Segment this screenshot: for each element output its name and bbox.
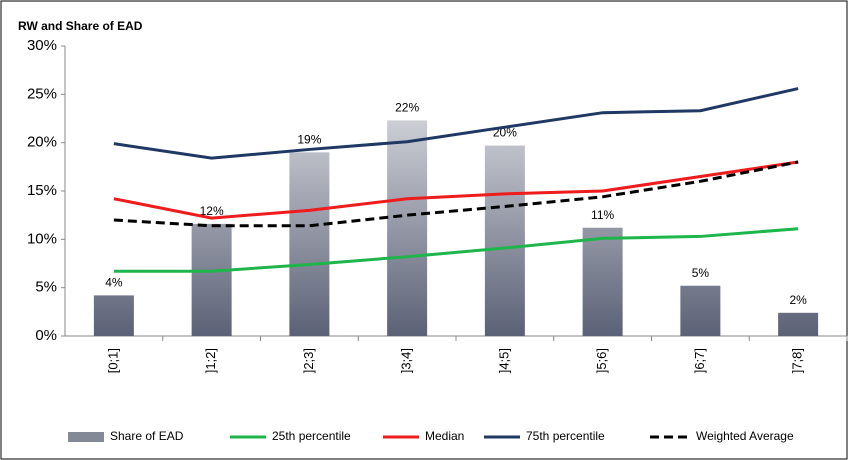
line-series: [113, 227, 799, 273]
data-label: 19%: [297, 133, 321, 147]
bar: [387, 120, 428, 336]
y-tick-label: 0%: [35, 327, 57, 344]
line-series: [113, 87, 799, 160]
x-tick-label: ]6;7]: [692, 348, 707, 373]
data-label: 5%: [692, 266, 710, 280]
legend-label: Median: [425, 429, 464, 443]
data-label: 2%: [789, 293, 807, 307]
data-label: 4%: [105, 276, 123, 290]
line-series: [113, 160, 799, 220]
legend-label: Share of EAD: [110, 429, 184, 443]
legend-swatch: [68, 432, 104, 442]
legend-label: Weighted Average: [696, 429, 794, 443]
data-label: 11%: [591, 208, 614, 222]
x-tick-label: ]3;4]: [399, 348, 414, 373]
x-tick-label: ]1;2]: [203, 348, 218, 373]
y-tick-label: 15%: [27, 182, 57, 199]
data-label: 12%: [200, 204, 224, 218]
bar: [93, 295, 134, 336]
y-tick-label: 10%: [27, 230, 57, 247]
y-tick-label: 30%: [27, 37, 57, 54]
chart-title: RW and Share of EAD: [18, 19, 143, 33]
data-label: 22%: [395, 101, 419, 115]
legend-label: 25th percentile: [272, 429, 351, 443]
bar: [484, 145, 525, 336]
bar: [680, 285, 721, 336]
x-tick-label: ]4;5]: [496, 348, 511, 373]
bar: [778, 312, 819, 336]
line-series: [113, 160, 799, 228]
y-tick-label: 5%: [35, 279, 57, 296]
x-tick-label: ]7;8]: [790, 348, 805, 373]
x-tick-label: ]5;6]: [594, 348, 609, 373]
bar: [289, 152, 330, 336]
y-tick-label: 20%: [27, 134, 57, 151]
y-tick-label: 25%: [27, 85, 57, 102]
bar: [191, 223, 232, 336]
legend-label: 75th percentile: [526, 429, 605, 443]
x-tick-label: [0;1]: [105, 348, 120, 373]
bar: [582, 227, 623, 336]
x-tick-label: ]2;3]: [301, 348, 316, 373]
